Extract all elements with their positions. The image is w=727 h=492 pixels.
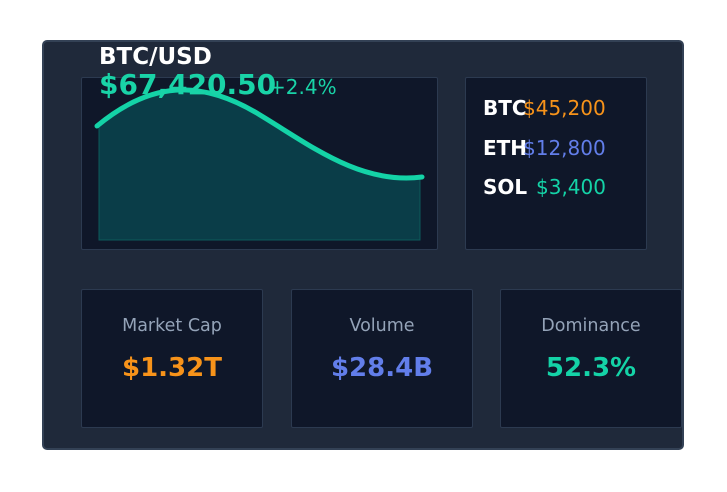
ticker-row-btc[interactable]: BTC $45,200: [483, 96, 606, 120]
stat-label: Volume: [349, 316, 415, 336]
ticker-symbol: SOL: [483, 175, 528, 199]
ticker-symbol: ETH: [483, 136, 528, 160]
trading-pair-title: BTC/USD: [99, 44, 212, 70]
stat-card-market-cap[interactable]: Market Cap $1.32T: [81, 289, 263, 428]
ticker-symbol: BTC: [483, 96, 527, 120]
ticker-row-eth[interactable]: ETH $12,800: [483, 136, 606, 160]
stat-value: $1.32T: [122, 353, 222, 383]
stat-value: 52.3%: [545, 353, 637, 383]
current-price: $67,420.50: [99, 68, 277, 101]
stat-value: $28.4B: [330, 353, 434, 383]
stat-label: Market Cap: [122, 316, 222, 336]
ticker-list-panel: [465, 77, 647, 250]
stat-label: Dominance: [541, 316, 641, 336]
price-line: [94, 87, 425, 181]
ticker-row-sol[interactable]: SOL $3,400: [483, 175, 606, 199]
ticker-value: $12,800: [523, 136, 606, 160]
stat-card-volume[interactable]: Volume $28.4B: [291, 289, 473, 428]
ticker-value: $3,400: [536, 175, 606, 199]
price-change-badge: +2.4%: [269, 75, 337, 99]
stat-card-dominance[interactable]: Dominance 52.3%: [500, 289, 682, 428]
ticker-value: $45,200: [523, 96, 606, 120]
